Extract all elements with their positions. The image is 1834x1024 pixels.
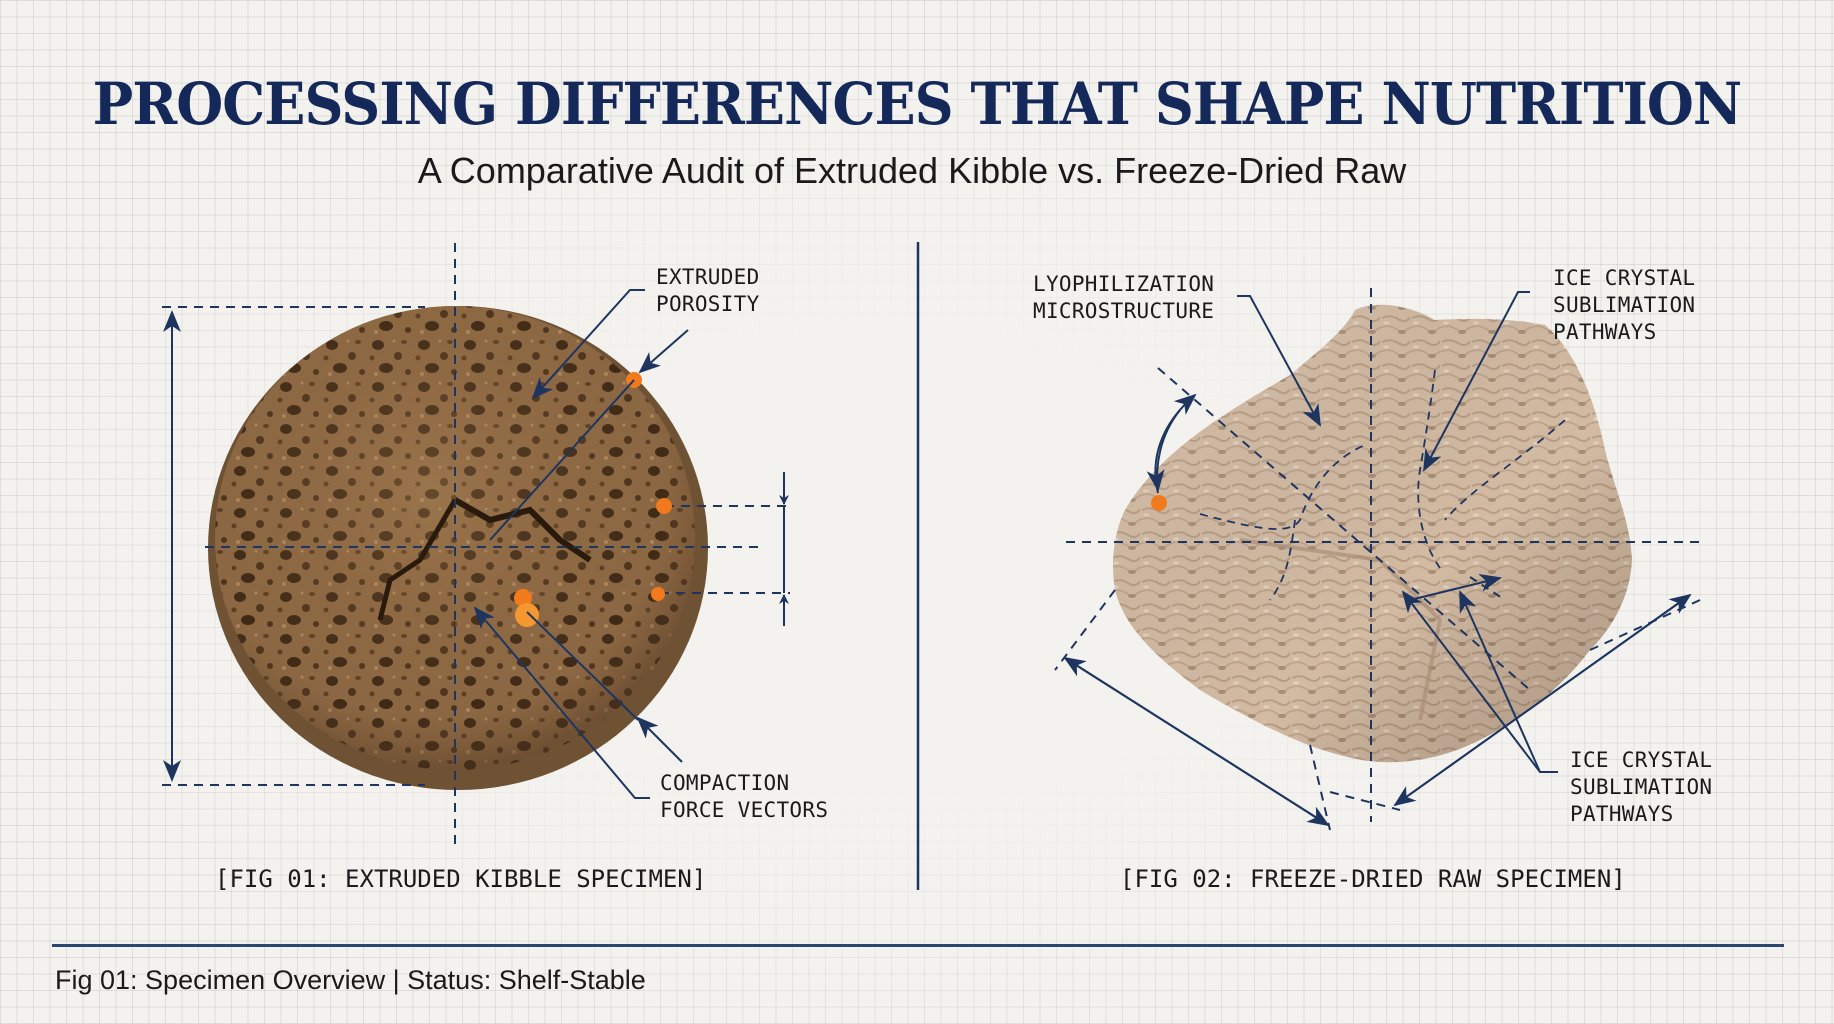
annotation-lyophilization-microstructure: LYOPHILIZATION MICROSTRUCTURE: [1033, 272, 1215, 323]
kibble-height-dimension: [162, 306, 425, 786]
annotation-ice-crystal-bottom: ICE CRYSTAL SUBLIMATION PATHWAYS: [1570, 748, 1713, 826]
footer-status-line: Fig 01: Specimen Overview | Status: Shel…: [55, 965, 646, 995]
freeze-dried-highlight-marker: [1151, 495, 1167, 511]
freeze-dried-dimensions: [1054, 576, 1701, 831]
compaction-leader-lines: [473, 606, 683, 799]
angle-arc: [1146, 393, 1197, 494]
ice-crystal-bottom-leader-lines: [1401, 574, 1558, 773]
annotation-compaction-force-vectors: COMPACTION FORCE VECTORS: [660, 771, 829, 822]
page-subtitle: A Comparative Audit of Extruded Kibble v…: [417, 150, 1407, 191]
porosity-leader-lines: [489, 289, 689, 541]
lyophilization-leader-line: [1237, 295, 1321, 427]
figure-caption-01: [FIG 01: EXTRUDED KIBBLE SPECIMEN]: [215, 865, 707, 893]
sublimation-pathways: [1199, 369, 1566, 601]
figure-caption-02: [FIG 02: FREEZE-DRIED RAW SPECIMEN]: [1120, 865, 1626, 893]
kibble-crosshair: [205, 243, 765, 845]
kibble-thickness-dimension: [660, 472, 790, 626]
annotation-ice-crystal-top: ICE CRYSTAL SUBLIMATION PATHWAYS: [1553, 266, 1696, 344]
freeze-dried-specimen: [1113, 304, 1632, 763]
ice-crystal-top-leader-line: [1423, 291, 1530, 472]
footer-divider: [52, 944, 1784, 947]
page-title: PROCESSING DIFFERENCES THAT SHAPE NUTRIT…: [92, 70, 1743, 138]
freeze-dried-crosshair: [1066, 288, 1700, 822]
annotation-extruded-porosity: EXTRUDED POROSITY: [656, 265, 760, 316]
